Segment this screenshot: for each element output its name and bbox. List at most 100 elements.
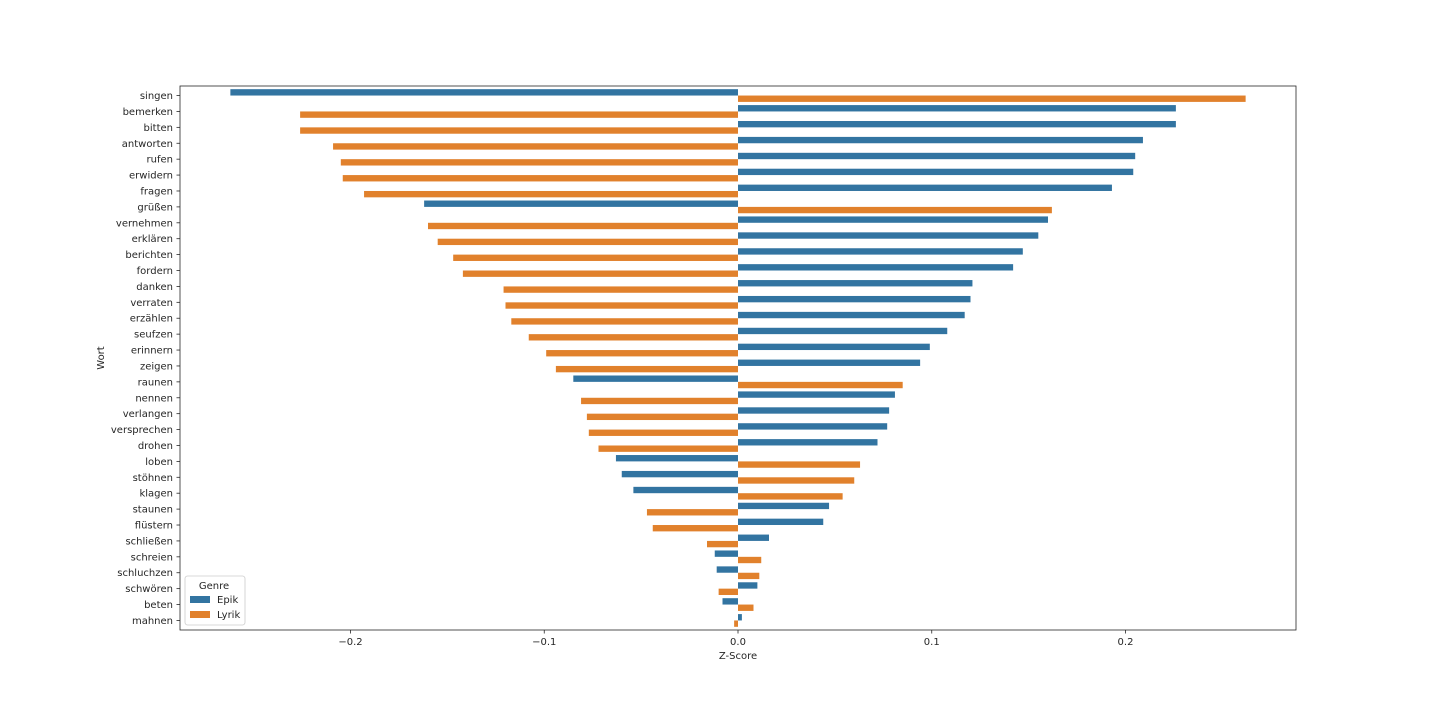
x-ticks-group: −0.2 −0.1 0.0 0.1 0.2 xyxy=(338,630,1133,648)
bar-epik-schreien xyxy=(714,550,738,557)
bar-epik-zeigen xyxy=(738,359,921,366)
y-tick-label: klagen xyxy=(139,489,173,500)
legend-label-epik: Epik xyxy=(217,595,238,606)
y-tick-label: schreien xyxy=(131,552,173,563)
bar-epik-schlie-en xyxy=(738,534,769,541)
y-tick-label: danken xyxy=(136,282,173,293)
bar-epik-erinnern xyxy=(738,343,930,351)
bar-lyrik-drohen xyxy=(598,445,738,452)
y-tick-label: versprechen xyxy=(111,425,173,436)
y-tick-label: erwidern xyxy=(129,171,173,182)
bar-epik-versprechen xyxy=(738,423,888,430)
bar-lyrik-vernehmen xyxy=(428,222,738,230)
y-tick-label: erinnern xyxy=(131,346,173,357)
y-tick-label: seufzen xyxy=(134,330,173,341)
bar-lyrik-seufzen xyxy=(528,334,738,341)
bar-lyrik-schwo-ren xyxy=(718,588,739,595)
bar-epik-erza-hlen xyxy=(738,311,965,319)
bar-epik-berichten xyxy=(738,248,1023,255)
y-tick-label: staunen xyxy=(133,505,173,516)
y-tick-label: schließen xyxy=(125,536,173,547)
bar-epik-drohen xyxy=(738,439,878,446)
bar-epik-schwo-ren xyxy=(738,582,758,589)
bars-group xyxy=(230,89,1246,627)
bar-epik-erwidern xyxy=(738,168,1134,176)
y-tick-label: erklären xyxy=(132,234,173,245)
y-tick-label: fordern xyxy=(137,266,173,277)
y-tick-label: raunen xyxy=(138,377,173,388)
bar-lyrik-schluchzen xyxy=(738,572,760,580)
legend-swatch-epik xyxy=(190,596,210,603)
bar-epik-seufzen xyxy=(738,327,948,335)
y-tick-label: flüstern xyxy=(135,521,173,532)
y-tick-label: loben xyxy=(145,457,173,468)
bar-epik-danken xyxy=(738,280,973,287)
bar-lyrik-erwidern xyxy=(342,175,738,182)
legend: Genre Epik Lyrik xyxy=(184,575,246,626)
bar-lyrik-rufen xyxy=(340,159,738,166)
bar-epik-vernehmen xyxy=(738,216,1048,223)
y-tick-label: verlangen xyxy=(123,409,173,420)
bar-epik-bemerken xyxy=(738,105,1176,112)
y-ticks-group: singen bemerken bitten antworten rufen erwide… xyxy=(111,91,180,627)
bar-lyrik-nennen xyxy=(581,397,738,405)
bar-lyrik-mahnen xyxy=(734,620,739,627)
x-tick-label: −0.2 xyxy=(338,637,362,648)
y-tick-label: schwören xyxy=(125,584,173,595)
y-tick-label: erzählen xyxy=(130,314,173,325)
bar-lyrik-sto-hnen xyxy=(738,477,855,484)
bar-lyrik-loben xyxy=(738,461,861,468)
y-tick-label: antworten xyxy=(122,139,173,150)
legend-label-lyrik: Lyrik xyxy=(217,610,240,621)
y-tick-label: berichten xyxy=(125,250,173,261)
y-tick-label: singen xyxy=(140,91,173,102)
y-tick-label: drohen xyxy=(138,441,173,452)
bar-lyrik-klagen xyxy=(738,493,843,500)
bar-epik-beten xyxy=(722,598,738,605)
bar-lyrik-verlangen xyxy=(586,413,739,421)
bar-epik-loben xyxy=(615,455,738,462)
legend-title: Genre xyxy=(199,581,229,592)
x-tick-label: −0.1 xyxy=(532,637,556,648)
bar-lyrik-bemerken xyxy=(300,111,738,118)
y-tick-label: schluchzen xyxy=(117,568,173,579)
bar-epik-verlangen xyxy=(738,407,890,414)
x-tick-label: 0.2 xyxy=(1118,637,1134,648)
y-tick-label: verraten xyxy=(130,298,173,309)
legend-swatch-lyrik xyxy=(190,611,210,618)
y-tick-label: bemerken xyxy=(123,107,173,118)
bar-epik-rufen xyxy=(738,152,1136,160)
bar-lyrik-staunen xyxy=(646,509,738,516)
bar-lyrik-schlie-en xyxy=(707,540,738,548)
y-tick-label: mahnen xyxy=(132,616,173,627)
bar-epik-mahnen xyxy=(738,614,742,621)
bar-epik-flu-stern xyxy=(738,518,824,526)
bar-lyrik-fordern xyxy=(462,270,739,277)
bar-lyrik-erkla-ren xyxy=(437,238,738,246)
bar-epik-schluchzen xyxy=(716,566,738,573)
bar-lyrik-singen xyxy=(738,95,1246,102)
bar-epik-fordern xyxy=(738,264,1014,271)
bar-epik-fragen xyxy=(738,184,1112,191)
bar-lyrik-schreien xyxy=(738,556,762,564)
bar-lyrik-gru-en xyxy=(738,206,1052,214)
y-tick-label: bitten xyxy=(144,123,173,134)
bar-epik-singen xyxy=(230,89,738,96)
y-tick-label: vernehmen xyxy=(116,218,173,229)
bar-lyrik-erza-hlen xyxy=(511,318,738,325)
bar-lyrik-fragen xyxy=(364,190,738,198)
bar-lyrik-flu-stern xyxy=(652,525,738,532)
bar-lyrik-berichten xyxy=(453,254,738,261)
bar-lyrik-erinnern xyxy=(546,350,738,357)
y-tick-label: stöhnen xyxy=(133,473,173,484)
bar-epik-gru-en xyxy=(424,200,739,207)
bar-lyrik-bitten xyxy=(300,127,738,134)
bar-epik-bitten xyxy=(738,120,1176,128)
bar-lyrik-danken xyxy=(503,286,738,293)
y-tick-label: nennen xyxy=(135,393,173,404)
y-tick-label: fragen xyxy=(140,186,173,197)
bar-epik-raunen xyxy=(573,375,738,382)
x-axis-label: Z-Score xyxy=(719,651,757,662)
bar-epik-antworten xyxy=(738,136,1143,144)
